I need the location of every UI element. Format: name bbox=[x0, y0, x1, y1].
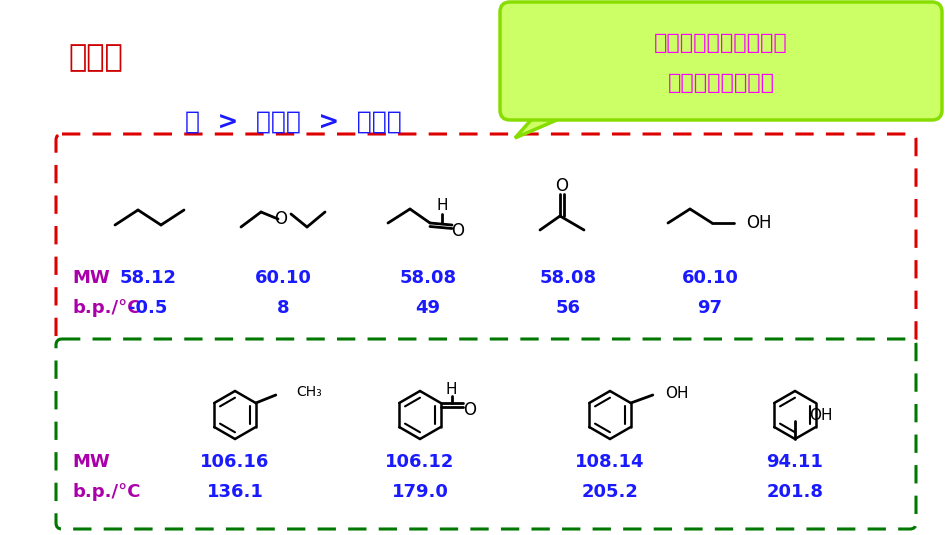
Text: 49: 49 bbox=[415, 299, 441, 317]
Text: 179.0: 179.0 bbox=[391, 483, 448, 501]
Text: 沸点：: 沸点： bbox=[68, 43, 123, 73]
Text: OH: OH bbox=[665, 386, 689, 401]
Text: 201.8: 201.8 bbox=[767, 483, 824, 501]
Text: 58.08: 58.08 bbox=[399, 269, 457, 287]
Text: H: H bbox=[436, 198, 447, 213]
Text: b.p./°C: b.p./°C bbox=[72, 483, 141, 501]
Text: 108.14: 108.14 bbox=[576, 453, 645, 471]
Text: 205.2: 205.2 bbox=[581, 483, 638, 501]
Text: -0.5: -0.5 bbox=[128, 299, 168, 317]
Text: 106.12: 106.12 bbox=[386, 453, 455, 471]
FancyBboxPatch shape bbox=[56, 134, 916, 344]
Text: 106.16: 106.16 bbox=[200, 453, 270, 471]
Text: 97: 97 bbox=[697, 299, 723, 317]
Text: O: O bbox=[464, 401, 476, 419]
Text: O: O bbox=[275, 210, 288, 228]
Text: 醇  >  醛、酮  >  烃和醚: 醇 > 醛、酮 > 烃和醚 bbox=[185, 110, 402, 134]
Text: 136.1: 136.1 bbox=[206, 483, 263, 501]
FancyBboxPatch shape bbox=[56, 339, 916, 529]
Text: OH: OH bbox=[809, 408, 832, 423]
Polygon shape bbox=[515, 110, 580, 138]
Text: 94.11: 94.11 bbox=[767, 453, 824, 471]
Text: CH₃: CH₃ bbox=[295, 385, 321, 399]
Text: 60.10: 60.10 bbox=[255, 269, 312, 287]
Text: O: O bbox=[451, 222, 465, 240]
Text: 58.08: 58.08 bbox=[540, 269, 597, 287]
Text: MW: MW bbox=[72, 453, 110, 471]
Text: OH: OH bbox=[746, 214, 771, 232]
Text: H: H bbox=[445, 383, 457, 398]
Text: 56: 56 bbox=[556, 299, 580, 317]
FancyBboxPatch shape bbox=[500, 2, 942, 120]
Text: 羰基具有极性，但不能: 羰基具有极性，但不能 bbox=[655, 33, 788, 54]
Text: 58.12: 58.12 bbox=[120, 269, 177, 287]
Text: O: O bbox=[556, 177, 568, 195]
Text: 形成分子间的氢键: 形成分子间的氢键 bbox=[668, 73, 774, 93]
Text: 60.10: 60.10 bbox=[681, 269, 738, 287]
Text: MW: MW bbox=[72, 269, 110, 287]
Text: b.p./°C: b.p./°C bbox=[72, 299, 141, 317]
Text: 8: 8 bbox=[276, 299, 290, 317]
